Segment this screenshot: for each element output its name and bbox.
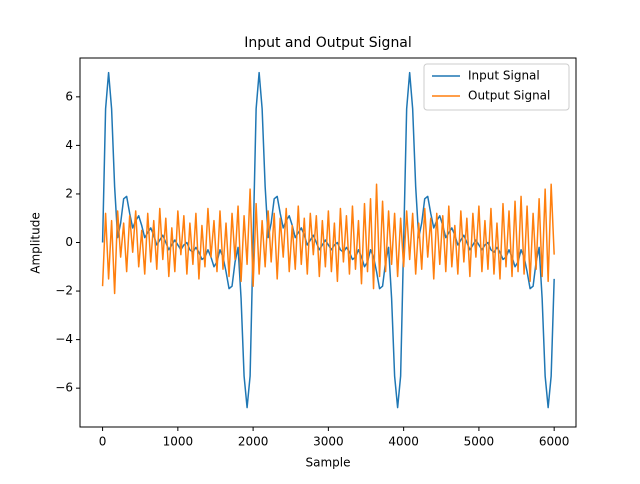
- x-tick-label: 0: [99, 435, 107, 449]
- x-tick-label: 6000: [539, 435, 570, 449]
- y-tick-label: 2: [65, 186, 73, 200]
- y-axis-label: Amplitude: [29, 212, 43, 274]
- x-tick-label: 1000: [163, 435, 194, 449]
- y-tick-label: −6: [55, 381, 73, 395]
- series-line: [101, 71, 555, 409]
- x-tick-label: 3000: [313, 435, 344, 449]
- legend-label: Output Signal: [468, 89, 550, 103]
- y-tick-label: −2: [55, 284, 73, 298]
- x-tick-label: 5000: [464, 435, 495, 449]
- plot-frame: [79, 57, 577, 428]
- chart-title: Input and Output Signal: [244, 35, 412, 51]
- y-tick-label: 4: [65, 138, 73, 152]
- y-tick-label: 0: [65, 235, 73, 249]
- y-tick-label: −4: [55, 332, 73, 346]
- legend-label: Input Signal: [468, 69, 540, 83]
- x-axis-label: Sample: [306, 456, 351, 470]
- x-tick-label: 4000: [388, 435, 419, 449]
- y-tick-label: 6: [65, 89, 73, 103]
- legend-box: [423, 63, 570, 111]
- x-tick-label: 2000: [238, 435, 269, 449]
- series-line: [101, 183, 555, 295]
